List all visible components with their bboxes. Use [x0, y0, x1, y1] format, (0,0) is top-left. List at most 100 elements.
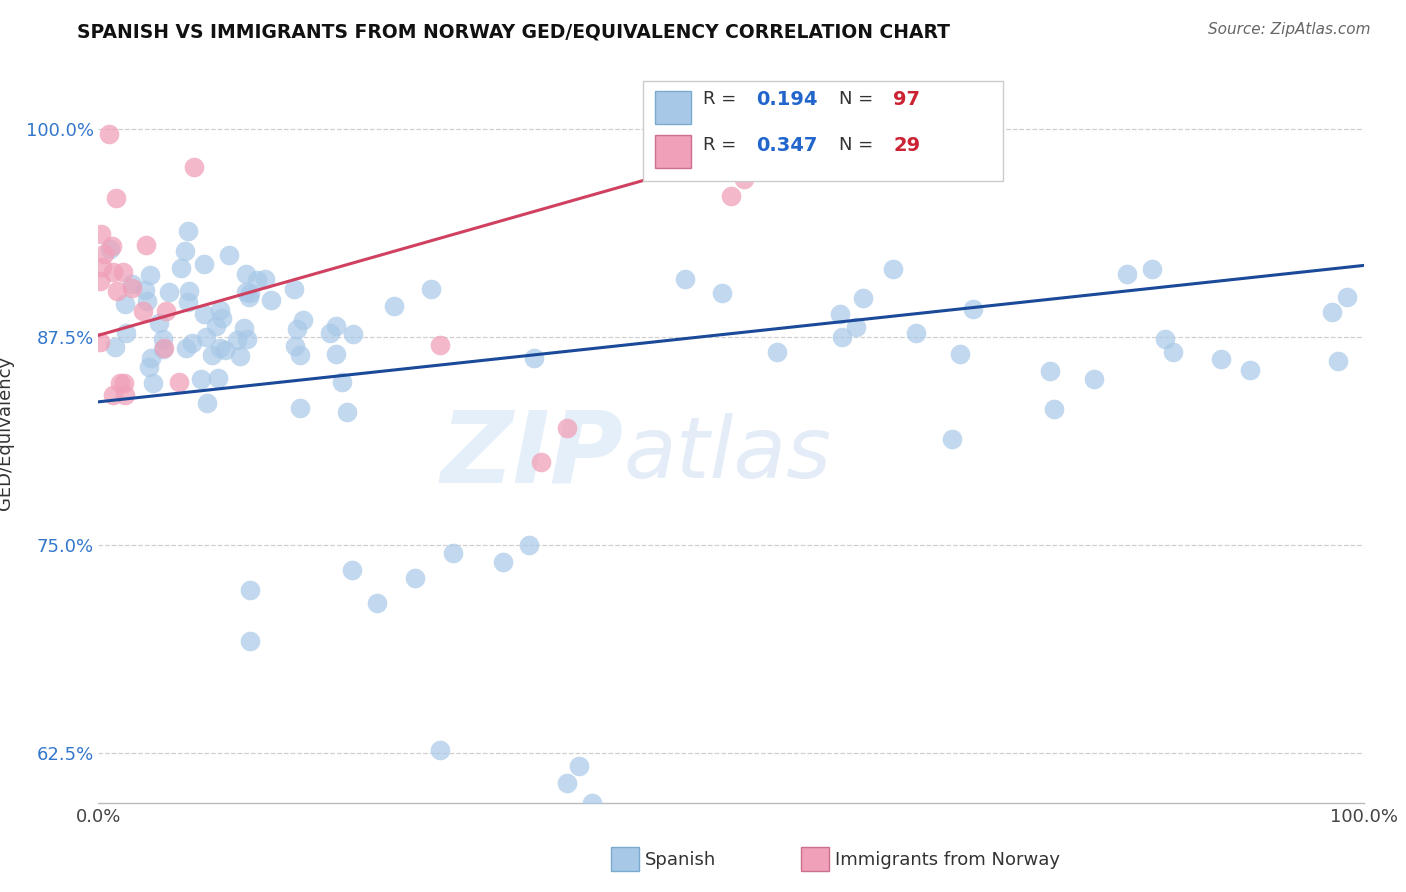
Point: [179, 284, 201, 298]
Point: [152, 332, 174, 346]
Point: [530, 455, 553, 469]
Point: [581, 796, 603, 810]
Bar: [655, 135, 690, 169]
Point: [1142, 262, 1164, 277]
Point: [733, 172, 755, 186]
Point: [845, 319, 868, 334]
Point: [285, 322, 308, 336]
Point: [1336, 290, 1358, 304]
Point: [121, 281, 143, 295]
Point: [135, 293, 157, 308]
Point: [170, 261, 193, 276]
Point: [211, 310, 233, 325]
Point: [93, 246, 115, 260]
Bar: [655, 91, 690, 124]
Point: [904, 326, 927, 341]
Point: [831, 330, 853, 344]
Point: [962, 301, 984, 316]
Point: [114, 388, 136, 402]
Point: [291, 313, 314, 327]
Point: [183, 160, 205, 174]
Text: N =: N =: [838, 90, 879, 109]
Y-axis label: GED/Equivalency: GED/Equivalency: [0, 356, 14, 509]
Point: [193, 257, 215, 271]
Point: [1154, 332, 1177, 346]
Point: [336, 404, 359, 418]
Point: [225, 333, 247, 347]
Point: [949, 347, 972, 361]
Point: [1239, 363, 1261, 377]
Point: [675, 272, 697, 286]
Point: [283, 282, 305, 296]
Bar: [610, 847, 638, 871]
Point: [208, 341, 231, 355]
Point: [148, 317, 170, 331]
Point: [112, 376, 135, 390]
Point: [233, 321, 256, 335]
Point: [89, 274, 111, 288]
Point: [132, 304, 155, 318]
Point: [253, 271, 276, 285]
Point: [882, 262, 904, 277]
Point: [852, 292, 875, 306]
Point: [340, 563, 363, 577]
Point: [1161, 345, 1184, 359]
Point: [555, 421, 578, 435]
Point: [193, 307, 215, 321]
Point: [177, 224, 200, 238]
Text: 0.194: 0.194: [756, 90, 818, 109]
Point: [134, 283, 156, 297]
Point: [138, 360, 160, 375]
Point: [1327, 353, 1350, 368]
Point: [288, 401, 311, 415]
Point: [325, 347, 347, 361]
Point: [103, 264, 125, 278]
Text: ZIP: ZIP: [440, 407, 623, 503]
Point: [142, 376, 165, 390]
Point: [441, 546, 464, 560]
Point: [207, 371, 229, 385]
Point: [97, 128, 120, 142]
Point: [239, 582, 262, 597]
Point: [229, 350, 252, 364]
Point: [382, 299, 405, 313]
Point: [90, 227, 112, 242]
Point: [238, 289, 260, 303]
Point: [218, 248, 240, 262]
Point: [90, 260, 112, 274]
Text: N =: N =: [838, 136, 879, 154]
Point: [884, 122, 907, 136]
Point: [239, 286, 262, 301]
Point: [152, 341, 174, 355]
Text: 0.347: 0.347: [756, 136, 818, 155]
Point: [235, 285, 257, 300]
Text: 97: 97: [893, 90, 920, 109]
Point: [214, 343, 236, 358]
Text: R =: R =: [703, 136, 742, 154]
Point: [135, 238, 157, 252]
Point: [167, 375, 190, 389]
Text: R =: R =: [703, 90, 742, 109]
Point: [429, 338, 451, 352]
Point: [246, 273, 269, 287]
Point: [114, 297, 136, 311]
Point: [121, 277, 143, 292]
Point: [195, 330, 218, 344]
Point: [111, 265, 134, 279]
Point: [155, 304, 177, 318]
Point: [107, 285, 129, 299]
Point: [1116, 267, 1139, 281]
Point: [765, 345, 787, 359]
Text: 29: 29: [893, 136, 920, 155]
Point: [720, 188, 742, 202]
Point: [180, 336, 202, 351]
Point: [110, 376, 132, 390]
Point: [332, 376, 354, 390]
Point: [1322, 305, 1344, 319]
Point: [100, 242, 122, 256]
Point: [711, 286, 734, 301]
Point: [115, 326, 138, 340]
Text: Spanish: Spanish: [645, 851, 716, 869]
Point: [157, 285, 180, 299]
Text: Immigrants from Norway: Immigrants from Norway: [835, 851, 1060, 869]
